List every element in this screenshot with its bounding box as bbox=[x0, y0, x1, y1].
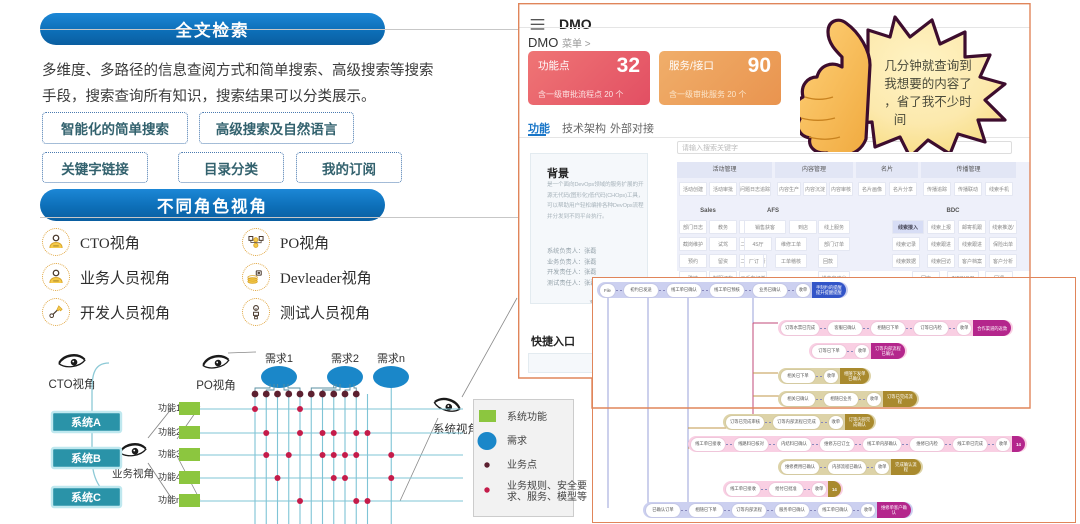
svg-text:，省了我不少时: ，省了我不少时 bbox=[884, 95, 972, 109]
svg-text:功能n: 功能n bbox=[158, 494, 181, 505]
svg-text:需求1: 需求1 bbox=[265, 352, 293, 365]
svg-text:需求n: 需求n bbox=[377, 352, 405, 365]
svg-text:系统C: 系统C bbox=[71, 490, 101, 504]
svg-text:系统A: 系统A bbox=[71, 415, 101, 429]
svg-text:功能1: 功能1 bbox=[158, 402, 181, 413]
svg-text:需求2: 需求2 bbox=[331, 352, 359, 365]
svg-text:间: 间 bbox=[894, 113, 907, 127]
svg-text:我想要的内容了: 我想要的内容了 bbox=[884, 76, 972, 91]
svg-text:功能3: 功能3 bbox=[158, 448, 181, 459]
svg-text:功能4: 功能4 bbox=[158, 471, 181, 482]
svg-text:PO视角: PO视角 bbox=[196, 378, 236, 392]
svg-text:功能2: 功能2 bbox=[158, 426, 181, 437]
svg-text:几分钟就查询到: 几分钟就查询到 bbox=[884, 58, 972, 73]
svg-text:CTO视角: CTO视角 bbox=[48, 377, 95, 391]
svg-text:系统B: 系统B bbox=[71, 451, 101, 465]
